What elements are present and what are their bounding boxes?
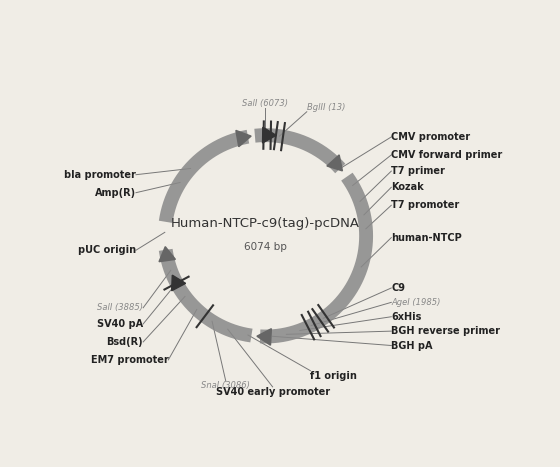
Text: SalI (3885): SalI (3885) — [97, 303, 143, 312]
Polygon shape — [327, 155, 342, 171]
Text: AgeI (1985): AgeI (1985) — [391, 298, 441, 307]
Text: Bsd(R): Bsd(R) — [106, 337, 143, 347]
Text: f1 origin: f1 origin — [310, 371, 357, 381]
Text: SnaI (3086): SnaI (3086) — [202, 382, 250, 390]
Polygon shape — [172, 275, 185, 291]
Text: SalI (6073): SalI (6073) — [242, 99, 288, 108]
Text: pUC origin: pUC origin — [78, 245, 136, 255]
Polygon shape — [263, 127, 276, 143]
Text: 6xHis: 6xHis — [391, 312, 422, 322]
Text: human-NTCP: human-NTCP — [391, 233, 462, 243]
Text: CMV promoter: CMV promoter — [391, 132, 470, 142]
Text: bla promoter: bla promoter — [64, 170, 136, 180]
Text: 6074 bp: 6074 bp — [244, 241, 287, 252]
Text: BGH reverse primer: BGH reverse primer — [391, 326, 500, 336]
Text: Kozak: Kozak — [391, 182, 424, 192]
Text: SV40 early promoter: SV40 early promoter — [216, 387, 330, 397]
Polygon shape — [236, 130, 251, 147]
Polygon shape — [159, 247, 175, 262]
Polygon shape — [257, 329, 272, 345]
Text: T7 promoter: T7 promoter — [391, 200, 460, 210]
Text: BGH pA: BGH pA — [391, 340, 433, 351]
Text: CMV forward primer: CMV forward primer — [391, 150, 502, 160]
Text: EM7 promoter: EM7 promoter — [91, 355, 169, 365]
Text: C9: C9 — [391, 283, 405, 293]
Text: Human-NTCP-c9(tag)-pcDNA: Human-NTCP-c9(tag)-pcDNA — [171, 217, 360, 230]
Text: Amp(R): Amp(R) — [95, 188, 136, 198]
Text: BglII (13): BglII (13) — [307, 103, 345, 112]
Text: T7 primer: T7 primer — [391, 166, 445, 176]
Text: SV40 pA: SV40 pA — [97, 319, 143, 329]
